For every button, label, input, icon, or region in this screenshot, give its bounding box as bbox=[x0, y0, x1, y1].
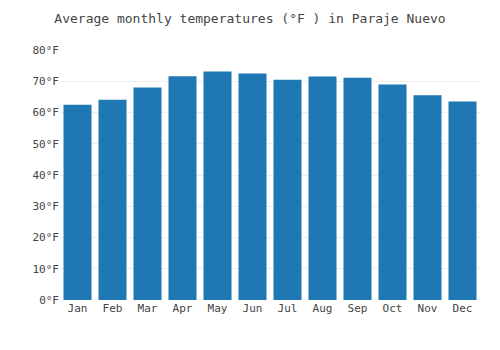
svg-text:Feb: Feb bbox=[103, 302, 123, 315]
svg-text:0°F: 0°F bbox=[39, 294, 59, 307]
svg-text:Oct: Oct bbox=[383, 302, 403, 315]
svg-text:Mar: Mar bbox=[138, 302, 158, 315]
svg-text:50°F: 50°F bbox=[33, 138, 60, 151]
svg-text:Average monthly temperatures (: Average monthly temperatures (°F ) in Pa… bbox=[54, 11, 445, 26]
svg-text:40°F: 40°F bbox=[33, 169, 60, 182]
svg-text:Aug: Aug bbox=[313, 302, 333, 315]
svg-text:Apr: Apr bbox=[173, 302, 193, 315]
svg-text:Jan: Jan bbox=[68, 302, 88, 315]
svg-text:Dec: Dec bbox=[453, 302, 473, 315]
svg-text:30°F: 30°F bbox=[33, 200, 60, 213]
svg-text:10°F: 10°F bbox=[33, 263, 60, 276]
svg-text:Sep: Sep bbox=[348, 302, 368, 315]
svg-text:May: May bbox=[208, 302, 228, 315]
svg-text:Jul: Jul bbox=[278, 302, 298, 315]
svg-text:Nov: Nov bbox=[418, 302, 438, 315]
svg-text:80°F: 80°F bbox=[33, 44, 60, 57]
svg-text:Jun: Jun bbox=[243, 302, 263, 315]
svg-text:70°F: 70°F bbox=[33, 75, 60, 88]
svg-text:20°F: 20°F bbox=[33, 231, 60, 244]
svg-text:60°F: 60°F bbox=[33, 106, 60, 119]
